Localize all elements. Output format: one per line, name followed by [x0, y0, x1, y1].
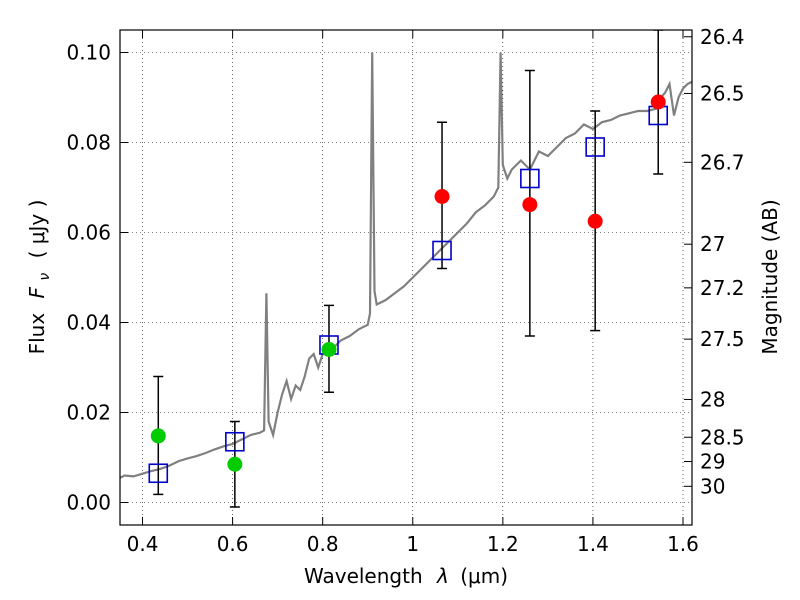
- y-tick-label: 0.08: [66, 131, 111, 155]
- y-axis-title-subscript: ν: [37, 273, 53, 281]
- x-tick-label: 1.6: [667, 532, 699, 556]
- y-axis-title-symbol: F: [25, 286, 49, 298]
- low-significance-point: [321, 342, 337, 357]
- y2-tick-label: 27.5: [700, 327, 745, 351]
- y-tick-label: 0.02: [66, 401, 111, 425]
- y2-tick-label: 30: [700, 474, 725, 498]
- model-photometry-square: [225, 431, 245, 452]
- y2-tick-label: 28.5: [700, 425, 745, 449]
- y2-tick-label: 29: [700, 450, 725, 474]
- plot-area-background: [120, 30, 692, 525]
- y2-tick-label: 28: [700, 387, 725, 411]
- detection-point: [650, 94, 666, 110]
- model-photometry-square: [432, 240, 452, 261]
- spectrum-line: [120, 52, 692, 479]
- model-photometry-square: [585, 137, 605, 157]
- y-axis-title-main: Flux: [25, 313, 49, 355]
- grid-lines: [120, 30, 692, 525]
- axes: 0.4 0.6 0.8 1 1.2 1.4 1.6 0.00 0.02 0.04 0.06 0.08 0…: [66, 25, 744, 556]
- x-tick-label: 1.4: [577, 532, 609, 556]
- y-axis-title-unit: ( μJy ): [25, 200, 49, 259]
- low-significance-point: [227, 456, 243, 472]
- y2-tick-label: 27: [700, 232, 725, 256]
- x-tick-label: 1: [406, 532, 419, 556]
- detection-point: [434, 189, 450, 204]
- x-tick-label: 0.6: [217, 532, 249, 556]
- plot-frame: [119, 29, 693, 526]
- y-tick-label: 0.00: [66, 491, 111, 515]
- detection-point: [522, 197, 538, 213]
- y-tick-label: 0.04: [66, 311, 111, 335]
- model-photometry-square: [520, 168, 540, 189]
- x-axis-title-symbol: λ: [436, 564, 449, 588]
- y-axis-title: Flux F ν ( μJy ): [25, 200, 54, 355]
- y2-tick-label: 26.5: [700, 81, 745, 105]
- x-axis-title-main: Wavelength: [304, 564, 423, 588]
- low-significance-point: [150, 428, 166, 444]
- x-axis-title: Wavelength λ (μm): [304, 564, 508, 588]
- y2-tick-label: 26.4: [700, 25, 745, 49]
- y2-axis-title: Magnitude (AB): [758, 199, 782, 354]
- plot-data: [120, 30, 692, 508]
- y-tick-label: 0.10: [66, 41, 111, 65]
- x-tick-label: 0.8: [307, 532, 339, 556]
- y-tick-label: 0.06: [66, 221, 111, 245]
- y2-tick-label: 26.7: [700, 150, 745, 174]
- x-tick-label: 0.4: [127, 532, 159, 556]
- detection-point: [587, 213, 603, 229]
- x-tick-label: 1.2: [487, 532, 519, 556]
- y2-tick-label: 27.2: [700, 276, 745, 300]
- x-axis-title-unit: (μm): [460, 564, 508, 588]
- model-photometry-square: [148, 463, 169, 484]
